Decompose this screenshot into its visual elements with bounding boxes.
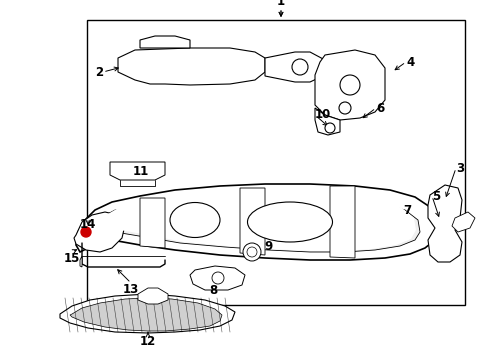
Bar	[87, 20, 464, 305]
Polygon shape	[70, 298, 222, 331]
Circle shape	[212, 272, 224, 284]
Text: 11: 11	[133, 165, 149, 178]
Ellipse shape	[170, 202, 220, 238]
Polygon shape	[76, 184, 439, 260]
Polygon shape	[314, 108, 339, 135]
Polygon shape	[190, 266, 244, 290]
Text: 10: 10	[314, 108, 330, 122]
Polygon shape	[98, 192, 415, 251]
Circle shape	[246, 247, 257, 257]
Text: 5: 5	[431, 189, 439, 202]
Circle shape	[338, 102, 350, 114]
Text: 14: 14	[80, 218, 96, 231]
Polygon shape	[240, 188, 264, 255]
Polygon shape	[140, 198, 164, 248]
Polygon shape	[60, 294, 235, 333]
Ellipse shape	[247, 202, 332, 242]
Polygon shape	[80, 256, 82, 267]
Text: 13: 13	[122, 283, 139, 296]
Text: 9: 9	[264, 240, 272, 253]
Polygon shape	[329, 186, 354, 258]
Text: 7: 7	[402, 203, 410, 216]
Circle shape	[339, 75, 359, 95]
Polygon shape	[451, 212, 474, 232]
Circle shape	[81, 227, 91, 237]
Polygon shape	[264, 52, 325, 82]
Circle shape	[291, 59, 307, 75]
Polygon shape	[140, 36, 190, 48]
Polygon shape	[118, 48, 264, 85]
Text: 8: 8	[208, 284, 217, 297]
Text: 2: 2	[95, 66, 103, 78]
Text: 6: 6	[375, 102, 384, 114]
Text: 15: 15	[63, 252, 80, 265]
Polygon shape	[314, 50, 384, 120]
Text: 1: 1	[276, 0, 285, 8]
Polygon shape	[74, 212, 125, 252]
Circle shape	[325, 123, 334, 133]
Text: 12: 12	[140, 335, 156, 348]
Polygon shape	[110, 162, 164, 180]
Polygon shape	[427, 185, 461, 262]
Text: 4: 4	[405, 55, 413, 68]
Polygon shape	[138, 288, 168, 304]
Circle shape	[243, 243, 261, 261]
Text: 3: 3	[455, 162, 463, 175]
Polygon shape	[92, 195, 419, 252]
